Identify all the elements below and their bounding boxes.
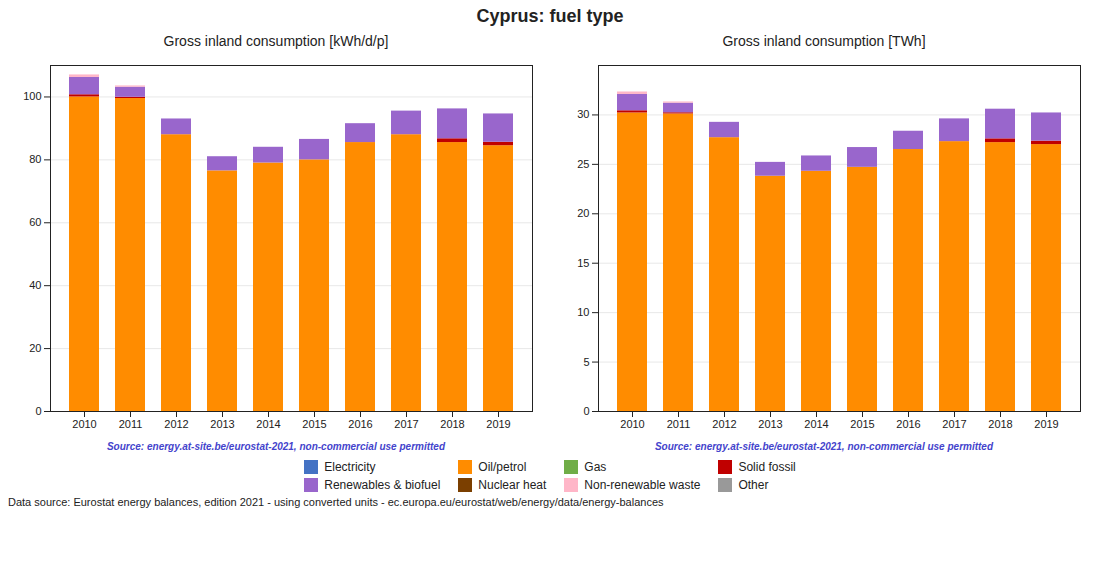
html-text:Data source: Eurostat energy b: Data source: Eurostat energy balances, e… <box>8 496 664 508</box>
svg-text:0: 0 <box>583 405 589 417</box>
svg-text:2011: 2011 <box>119 418 143 430</box>
svg-text:25: 25 <box>577 158 589 170</box>
svg-text:2012: 2012 <box>164 418 188 430</box>
svg-text:2013: 2013 <box>758 418 782 430</box>
html-text:Nuclear heat: Nuclear heat <box>478 478 547 492</box>
svg-text:60: 60 <box>29 216 41 228</box>
html-text:Other: Other <box>738 478 769 492</box>
svg-text:2019: 2019 <box>486 418 510 430</box>
svg-text:2018: 2018 <box>988 418 1012 430</box>
svg-text:2019: 2019 <box>1034 418 1058 430</box>
svg-text:2010: 2010 <box>620 418 644 430</box>
svg-text:5: 5 <box>583 356 589 368</box>
svg-text:2015: 2015 <box>850 418 874 430</box>
html-text:Source: energy.at-site.be/euro: Source: energy.at-site.be/eurostat-2021,… <box>107 441 445 452</box>
html-text:Source: energy.at-site.be/euro: Source: energy.at-site.be/eurostat-2021,… <box>655 441 993 452</box>
svg-text:2014: 2014 <box>804 418 828 430</box>
svg-text:2017: 2017 <box>942 418 966 430</box>
svg-text:15: 15 <box>577 257 589 269</box>
svg-text:2017: 2017 <box>394 418 418 430</box>
svg-text:2014: 2014 <box>256 418 280 430</box>
html-text:Gross inland consumption [kWh/: Gross inland consumption [kWh/d/p] <box>163 33 389 49</box>
svg-text:2012: 2012 <box>712 418 736 430</box>
svg-text:30: 30 <box>577 108 589 120</box>
svg-text:20: 20 <box>577 207 589 219</box>
svg-text:2018: 2018 <box>440 418 464 430</box>
html-text:Solid fossil: Solid fossil <box>738 460 796 474</box>
svg-text:10: 10 <box>577 306 589 318</box>
svg-text:2016: 2016 <box>348 418 372 430</box>
html-text:Gross inland consumption [TWh]: Gross inland consumption [TWh] <box>722 33 926 49</box>
svg-text:20: 20 <box>29 342 41 354</box>
svg-text:2010: 2010 <box>72 418 96 430</box>
html-text:Electricity: Electricity <box>324 460 376 474</box>
svg-text:40: 40 <box>29 279 41 291</box>
html-text:Renewables & biofuel: Renewables & biofuel <box>324 478 441 492</box>
html-text:Gas: Gas <box>584 460 607 474</box>
html-text:Cyprus: fuel type: Cyprus: fuel type <box>476 6 624 26</box>
html-text:Non-renewable waste: Non-renewable waste <box>584 478 701 492</box>
svg-text:0: 0 <box>35 405 41 417</box>
svg-text:100: 100 <box>23 90 41 102</box>
svg-text:80: 80 <box>29 153 41 165</box>
svg-text:2015: 2015 <box>302 418 326 430</box>
svg-text:2013: 2013 <box>210 418 234 430</box>
svg-text:2011: 2011 <box>667 418 691 430</box>
svg-text:2016: 2016 <box>896 418 920 430</box>
html-text:Oil/petrol: Oil/petrol <box>478 460 527 474</box>
